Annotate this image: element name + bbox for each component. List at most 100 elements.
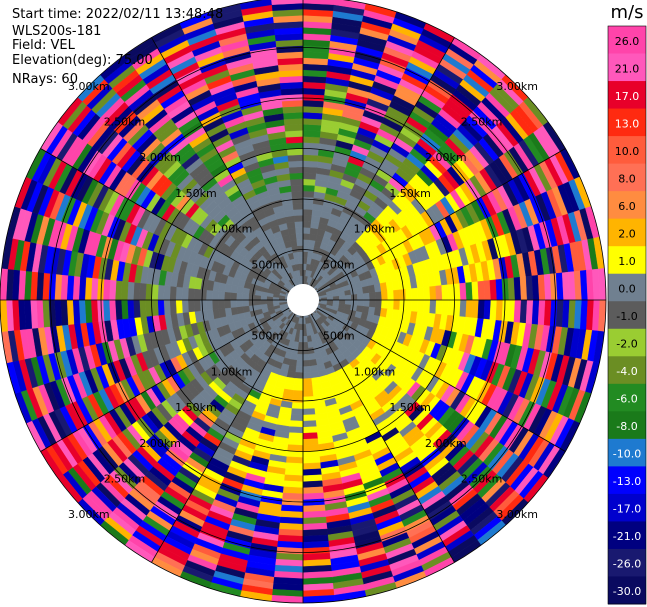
colorbar-tick-label: -10.0 (613, 448, 641, 461)
ppi-cell (287, 154, 304, 162)
ppi-cell (302, 456, 321, 464)
ppi-cell (387, 290, 395, 301)
range-ring-label: 1.00km (211, 365, 253, 378)
ppi-cell (290, 184, 304, 192)
ppi-cell (108, 279, 117, 301)
ppi-cell (405, 288, 413, 301)
ppi-cell (302, 172, 317, 180)
ppi-cell (297, 347, 304, 355)
ppi-cell (286, 444, 304, 452)
ppi-cell (302, 136, 321, 144)
range-ring-label: 3.00km (68, 508, 110, 521)
ppi-cell (302, 190, 315, 198)
colorbar-tick-label: -6.0 (616, 393, 637, 406)
ppi-cell (290, 178, 304, 186)
ppi-cell (193, 299, 201, 312)
range-ring-label: 2.50km (104, 115, 146, 128)
ppi-cell (375, 291, 383, 301)
ppi-cell (302, 378, 313, 386)
ppi-cell (295, 233, 304, 240)
ppi-cell (151, 283, 159, 301)
colorbar-segment (608, 191, 646, 220)
azimuth-line (40, 307, 290, 452)
ppi-cell (295, 227, 304, 234)
ppi-cell (405, 299, 413, 312)
ppi-cell (302, 468, 322, 476)
ppi-cell (291, 190, 304, 198)
ppi-cell (284, 124, 304, 132)
ppi-cell (282, 105, 304, 114)
ppi-cell (338, 295, 346, 301)
ppi-cell (181, 299, 189, 313)
colorbar-tick-label: -30.0 (613, 585, 641, 598)
ppi-cell (248, 304, 256, 312)
range-ring-label: 1.50km (389, 187, 431, 200)
range-ring-grid (0, 0, 607, 604)
ppi-cell (381, 299, 389, 310)
ppi-cell (332, 295, 340, 301)
azimuth-line (316, 307, 566, 452)
azimuth-line (40, 148, 290, 293)
ppi-cell (363, 299, 370, 308)
ppi-cell (294, 220, 304, 228)
ppi-cell (139, 282, 147, 301)
ppi-cell (447, 283, 455, 301)
ppi-cell (417, 299, 425, 313)
ppi-cell (290, 408, 304, 416)
colorbar-tick-label: 2.0 (618, 227, 636, 240)
ppi-cell (217, 299, 225, 310)
azimuth-line (310, 37, 455, 287)
range-ring-label: 2.00km (425, 151, 467, 164)
ppi-cell (302, 245, 309, 253)
colorbar-tick-label: 10.0 (615, 145, 640, 158)
ppi-cell (363, 292, 370, 301)
ppi-cell (302, 105, 324, 114)
range-ring-label: 1.00km (354, 223, 396, 236)
ppi-cell (471, 299, 479, 319)
ppi-cell (350, 294, 358, 301)
ppi-cell (285, 456, 304, 464)
range-ring-label: 1.50km (389, 401, 431, 414)
ppi-cell (272, 299, 280, 304)
ppi-cell (223, 291, 231, 301)
colorbar-tick-label: -13.0 (613, 475, 641, 488)
ppi-cell (302, 341, 309, 349)
range-ring-label: 2.50km (461, 115, 503, 128)
ppi-cell (293, 378, 304, 386)
ppi-cell (302, 372, 312, 380)
ppi-cell (133, 299, 141, 318)
ppi-cell (302, 432, 318, 440)
azimuth-line (151, 37, 296, 287)
ppi-cell (302, 220, 312, 228)
ppi-cell (302, 329, 308, 337)
ppi-cell (302, 202, 314, 210)
ppi-cell (417, 287, 425, 301)
ppi-cell (295, 366, 304, 373)
ppi-cell (288, 426, 304, 434)
colorbar-segment (608, 136, 646, 165)
ppi-cell (489, 299, 498, 321)
colorbar-unit: m/s (611, 2, 644, 23)
colorbar-tick-label: 0.0 (618, 282, 636, 295)
ppi-cell (290, 239, 298, 247)
ppi-cell (108, 299, 117, 321)
ppi-cell (435, 285, 443, 301)
colorbar-segment (608, 356, 646, 385)
ppi-cell (350, 288, 358, 296)
ppi-cell (435, 299, 443, 315)
ppi-cell (169, 299, 177, 315)
azimuth-line (151, 313, 296, 563)
colorbar-segment (608, 273, 646, 302)
ppi-cell (127, 281, 135, 301)
ppi-cell (459, 299, 467, 318)
ppi-cell (302, 154, 319, 162)
ppi-cell (344, 294, 352, 301)
ppi-cell (302, 184, 316, 192)
ppi-cell (429, 299, 437, 315)
ppi-cell (302, 396, 315, 404)
ppi-cell (299, 269, 304, 277)
colorbar-segment (608, 81, 646, 110)
ppi-cell (302, 414, 316, 422)
ppi-cell (199, 299, 207, 312)
